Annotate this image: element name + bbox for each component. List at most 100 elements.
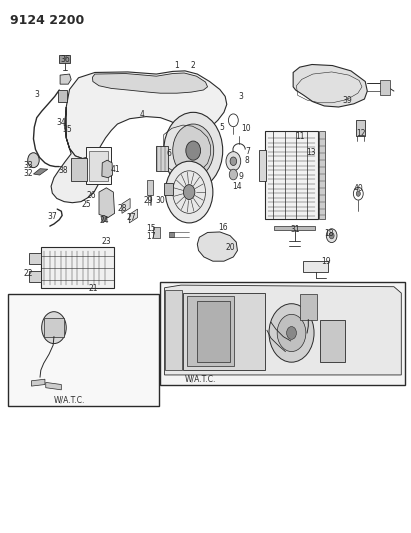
- Circle shape: [356, 191, 360, 196]
- Ellipse shape: [206, 238, 229, 255]
- Text: 3: 3: [35, 90, 39, 99]
- Text: 30: 30: [156, 196, 165, 205]
- Bar: [146, 180, 153, 195]
- Polygon shape: [122, 198, 130, 213]
- Text: 8: 8: [245, 156, 249, 165]
- Circle shape: [269, 304, 314, 362]
- Polygon shape: [319, 131, 325, 219]
- Text: 33: 33: [24, 161, 33, 170]
- Text: 15: 15: [147, 224, 156, 233]
- Polygon shape: [129, 209, 138, 223]
- Text: 45: 45: [177, 340, 187, 349]
- Circle shape: [102, 215, 106, 222]
- Bar: [197, 301, 230, 362]
- Text: 23: 23: [102, 237, 111, 246]
- Text: 41: 41: [111, 165, 120, 174]
- Text: 10: 10: [242, 124, 251, 133]
- Bar: [41, 247, 114, 288]
- Text: 43: 43: [307, 349, 317, 358]
- Text: 13: 13: [306, 148, 316, 157]
- Text: 14: 14: [232, 182, 242, 191]
- Text: 3: 3: [238, 92, 243, 101]
- Polygon shape: [303, 261, 328, 272]
- Bar: [58, 90, 67, 102]
- Text: 28: 28: [117, 204, 127, 213]
- Bar: [29, 271, 41, 282]
- Polygon shape: [293, 64, 367, 107]
- Circle shape: [286, 327, 296, 340]
- Text: 21: 21: [88, 284, 97, 293]
- Text: 24: 24: [99, 216, 109, 225]
- Polygon shape: [102, 160, 113, 177]
- Bar: [183, 293, 265, 370]
- Text: 11: 11: [296, 132, 305, 141]
- Circle shape: [183, 184, 195, 199]
- Text: 26: 26: [86, 191, 96, 200]
- Text: 16: 16: [218, 223, 227, 232]
- Polygon shape: [60, 74, 71, 84]
- Circle shape: [165, 161, 213, 223]
- Bar: [356, 120, 365, 136]
- Circle shape: [226, 152, 241, 171]
- Text: 6: 6: [166, 149, 171, 158]
- Polygon shape: [92, 73, 208, 93]
- Text: 19: 19: [321, 257, 330, 265]
- Text: 18: 18: [324, 229, 334, 238]
- Polygon shape: [197, 232, 238, 261]
- Text: 25: 25: [81, 200, 91, 209]
- Text: 2: 2: [191, 61, 196, 70]
- Polygon shape: [46, 382, 61, 390]
- Text: 39: 39: [343, 96, 353, 105]
- Text: W/A.T.C.: W/A.T.C.: [54, 396, 85, 405]
- Text: 4: 4: [140, 110, 144, 119]
- Bar: [159, 282, 404, 384]
- Text: 40: 40: [353, 184, 363, 193]
- Text: 34: 34: [56, 118, 66, 127]
- Text: 5: 5: [220, 123, 225, 132]
- Bar: [8, 294, 159, 406]
- Bar: [169, 232, 173, 237]
- Text: 12: 12: [356, 129, 366, 138]
- Circle shape: [277, 314, 306, 352]
- Circle shape: [164, 112, 223, 189]
- Text: 35: 35: [62, 125, 72, 134]
- Bar: [259, 150, 266, 181]
- Bar: [153, 227, 160, 238]
- Bar: [86, 147, 111, 184]
- Bar: [274, 226, 315, 230]
- Circle shape: [329, 232, 334, 239]
- Circle shape: [186, 141, 201, 160]
- Polygon shape: [31, 379, 45, 386]
- Circle shape: [173, 124, 214, 177]
- Circle shape: [229, 169, 238, 180]
- Polygon shape: [164, 285, 401, 375]
- Text: 9: 9: [238, 172, 243, 181]
- Polygon shape: [65, 71, 227, 159]
- Bar: [265, 131, 318, 219]
- Text: 37: 37: [48, 212, 57, 221]
- Circle shape: [326, 229, 337, 243]
- Text: 9124 2200: 9124 2200: [10, 14, 84, 27]
- Bar: [300, 294, 317, 320]
- Polygon shape: [51, 107, 99, 203]
- Bar: [59, 55, 70, 63]
- Text: W/A.T.C.: W/A.T.C.: [185, 375, 217, 384]
- Text: 42: 42: [294, 286, 304, 295]
- Bar: [320, 320, 345, 362]
- Bar: [89, 151, 109, 181]
- Text: 20: 20: [225, 244, 235, 253]
- Text: 44: 44: [218, 349, 228, 358]
- Bar: [71, 158, 87, 181]
- Text: 27: 27: [126, 213, 136, 222]
- Text: 36: 36: [60, 55, 70, 63]
- Text: 22: 22: [24, 269, 33, 278]
- Bar: [164, 183, 173, 195]
- Bar: [29, 253, 41, 264]
- Bar: [44, 318, 64, 337]
- Polygon shape: [99, 188, 115, 217]
- Text: 31: 31: [290, 225, 300, 234]
- Text: 1: 1: [174, 61, 179, 70]
- Bar: [155, 146, 168, 171]
- Bar: [164, 290, 182, 370]
- Circle shape: [230, 157, 237, 165]
